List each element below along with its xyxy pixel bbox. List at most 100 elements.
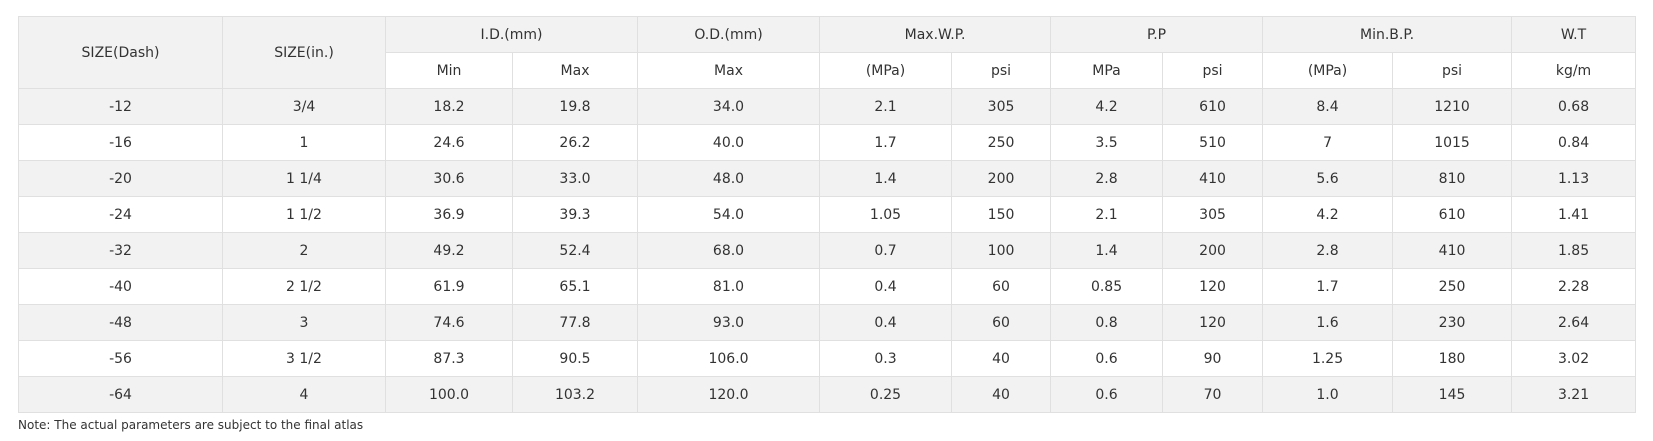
table-cell: -40 xyxy=(18,268,223,305)
table-cell: 40.0 xyxy=(637,124,821,161)
table-cell: 3.5 xyxy=(1050,124,1164,161)
table-row: -48 3 74.6 77.8 93.0 0.4 60 0.8 120 1.6 230 2.64 xyxy=(18,304,1637,341)
table-cell: 250 xyxy=(951,124,1052,161)
group-header: I.D.(mm) xyxy=(384,16,639,53)
table-cell: 93.0 xyxy=(637,304,821,341)
table-cell: 52.4 xyxy=(511,232,639,269)
table-cell: 3.21 xyxy=(1511,376,1637,413)
table-cell: 200 xyxy=(951,160,1052,197)
table-cell: 61.9 xyxy=(385,268,513,305)
table-cell: 60 xyxy=(951,304,1052,341)
table-cell: -16 xyxy=(18,124,223,161)
table-cell: 810 xyxy=(1392,160,1513,197)
table-row: -16 1 24.6 26.2 40.0 1.7 250 3.5 510 7 1015 0.84 xyxy=(18,124,1637,161)
table-cell: 1.6 xyxy=(1262,304,1394,341)
table-cell: 120 xyxy=(1162,304,1264,341)
table-cell: 65.1 xyxy=(511,268,639,305)
subheader-cell: Max xyxy=(637,52,821,89)
table-cell: 100.0 xyxy=(385,376,513,413)
table-row: -64 4 100.0 103.2 120.0 0.25 40 0.6 70 1.0 145 3.21 xyxy=(18,376,1637,413)
table-cell: 4.2 xyxy=(1262,196,1394,233)
table-body: -12 3/4 18.2 19.8 34.0 2.1 305 4.2 610 8.4 1210 0.6… xyxy=(18,88,1637,413)
table-cell: 1.05 xyxy=(819,196,953,233)
subheader-row: Min Max Max (MPa) psi MPa psi (MPa) psi kg/m xyxy=(19,52,1637,89)
table-cell: 34.0 xyxy=(637,88,821,125)
table-cell: 4 xyxy=(222,376,386,413)
table-cell: 2.8 xyxy=(1262,232,1394,269)
table-cell: 1 1/4 xyxy=(222,160,386,197)
table-cell: 200 xyxy=(1162,232,1264,269)
table-cell: -56 xyxy=(18,340,223,377)
table-cell: 74.6 xyxy=(385,304,513,341)
table-cell: 2.64 xyxy=(1511,304,1637,341)
group-header: W.T xyxy=(1511,16,1637,53)
table-cell: 5.6 xyxy=(1262,160,1394,197)
subheader-cell: (MPa) xyxy=(819,52,953,89)
table-cell: 18.2 xyxy=(385,88,513,125)
table-cell: 36.9 xyxy=(385,196,513,233)
table-cell: 610 xyxy=(1162,88,1264,125)
table-cell: -20 xyxy=(18,160,223,197)
table-cell: 0.7 xyxy=(819,232,953,269)
table-cell: 2.1 xyxy=(819,88,953,125)
group-header: Min.B.P. xyxy=(1262,16,1513,53)
subheader-cell: psi xyxy=(1162,52,1264,89)
table-row: -32 2 49.2 52.4 68.0 0.7 100 1.4 200 2.8 410 1.85 xyxy=(18,232,1637,269)
table-cell: -32 xyxy=(18,232,223,269)
table-cell: 2 1/2 xyxy=(222,268,386,305)
table-cell: 54.0 xyxy=(637,196,821,233)
table-cell: 0.6 xyxy=(1050,340,1164,377)
table-cell: 1.25 xyxy=(1262,340,1394,377)
table-row: -56 3 1/2 87.3 90.5 106.0 0.3 40 0.6 90 1.25 180 3.… xyxy=(18,340,1637,377)
table-cell: 48.0 xyxy=(637,160,821,197)
table-cell: 70 xyxy=(1162,376,1264,413)
table-cell: 0.68 xyxy=(1511,88,1637,125)
subheader-cell: Min xyxy=(385,52,513,89)
table-cell: 2.8 xyxy=(1050,160,1164,197)
table-cell: 1015 xyxy=(1392,124,1513,161)
table-cell: -24 xyxy=(18,196,223,233)
table-cell: 2.28 xyxy=(1511,268,1637,305)
table-cell: 7 xyxy=(1262,124,1394,161)
table-cell: 2.1 xyxy=(1050,196,1164,233)
table-cell: 0.85 xyxy=(1050,268,1164,305)
table-cell: 81.0 xyxy=(637,268,821,305)
subheader-cell: Max xyxy=(511,52,639,89)
table-cell: 305 xyxy=(951,88,1052,125)
table-cell: 33.0 xyxy=(511,160,639,197)
table-wrap: SIZE(Dash) SIZE(in.) I.D.(mm) O.D.(mm) Max.W… xyxy=(18,16,1637,413)
subheader-cell: (MPa) xyxy=(1262,52,1394,89)
table-cell: 180 xyxy=(1392,340,1513,377)
table-cell: 1 1/2 xyxy=(222,196,386,233)
table-cell: 3/4 xyxy=(222,88,386,125)
header-cell: SIZE(in.) xyxy=(222,16,386,89)
table-cell: 1.4 xyxy=(819,160,953,197)
table-cell: 1.41 xyxy=(1511,196,1637,233)
table-cell: 0.4 xyxy=(819,304,953,341)
table-cell: 60 xyxy=(951,268,1052,305)
table-cell: 120.0 xyxy=(637,376,821,413)
subheader-cell: psi xyxy=(951,52,1052,89)
note: Note: The actual parameters are subject … xyxy=(18,418,364,432)
table-cell: 4.2 xyxy=(1050,88,1164,125)
group-header: P.P xyxy=(1050,16,1264,53)
table-cell: 150 xyxy=(951,196,1052,233)
table-cell: 77.8 xyxy=(511,304,639,341)
table-cell: 2 xyxy=(222,232,386,269)
table-cell: 1.0 xyxy=(1262,376,1394,413)
table-cell: 120 xyxy=(1162,268,1264,305)
table-cell: 3.02 xyxy=(1511,340,1637,377)
table-cell: 0.25 xyxy=(819,376,953,413)
table-cell: 1.7 xyxy=(1262,268,1394,305)
table-row: -24 1 1/2 36.9 39.3 54.0 1.05 150 2.1 305 4.2 610 1… xyxy=(18,196,1637,233)
table-cell: 510 xyxy=(1162,124,1264,161)
table-cell: 610 xyxy=(1392,196,1513,233)
table-cell: 8.4 xyxy=(1262,88,1394,125)
table-header: SIZE(Dash) SIZE(in.) I.D.(mm) O.D.(mm) Max.W… xyxy=(18,16,1637,89)
table-cell: 90 xyxy=(1162,340,1264,377)
table-cell: 30.6 xyxy=(385,160,513,197)
table-cell: 410 xyxy=(1162,160,1264,197)
table-cell: 3 1/2 xyxy=(222,340,386,377)
table-cell: 1210 xyxy=(1392,88,1513,125)
table-cell: 1.4 xyxy=(1050,232,1164,269)
